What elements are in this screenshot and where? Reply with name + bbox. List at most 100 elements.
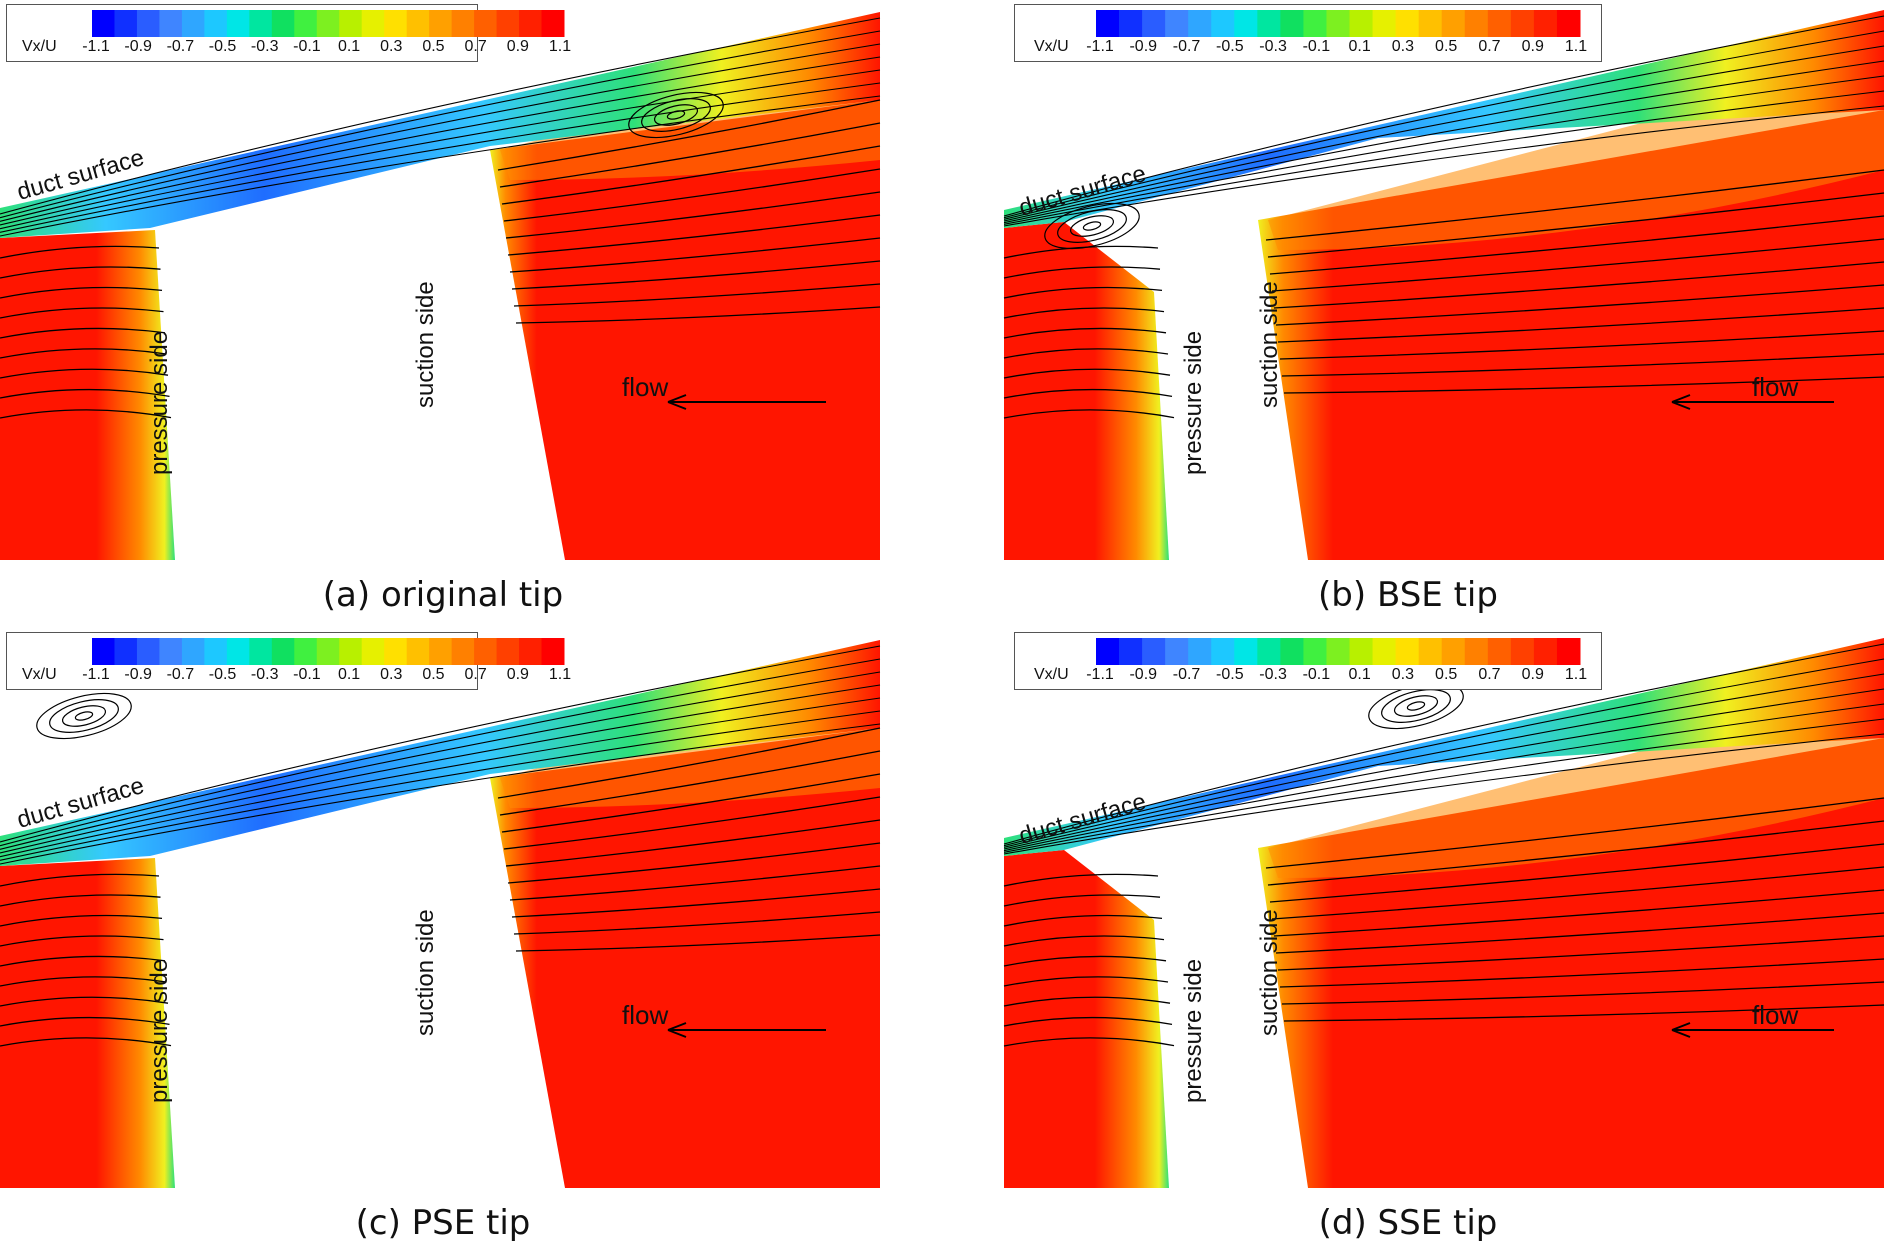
colorbar-swatch [474, 10, 498, 37]
colorbar-tick-label: -0.5 [1216, 666, 1244, 683]
colorbar-tick-label: 1.1 [1564, 666, 1588, 683]
streamline [1003, 60, 1885, 222]
contour-field-a [0, 12, 881, 560]
colorbar-swatch [1487, 638, 1512, 665]
streamline [0, 95, 881, 237]
streamline [1275, 912, 1885, 954]
streamline [501, 145, 881, 205]
colorbar-swatch [1441, 638, 1466, 665]
pressure-side-region [0, 230, 175, 560]
colorbar-tick-label: -0.1 [1302, 38, 1331, 55]
colorbar-tick-label: 0.3 [380, 666, 403, 683]
colorbar-tick-label: 0.5 [1435, 666, 1458, 683]
streamline [499, 750, 881, 816]
streamline [1271, 238, 1885, 292]
colorbar-tick-label: -0.1 [293, 666, 321, 683]
flow-arrow-head [1671, 1022, 1691, 1038]
colorbar-tick-label: -0.9 [1129, 38, 1158, 55]
streamline [1281, 353, 1885, 377]
colorbar-tick-label: 0.7 [1478, 38, 1501, 55]
colorbar-tick-label: -1.1 [82, 38, 110, 55]
colorbar-swatch [406, 10, 430, 37]
streamline [1003, 733, 1885, 855]
colorbar-tick-label: 0.7 [1478, 666, 1501, 683]
panel-caption: (a) original tip [322, 575, 564, 615]
streamline [1267, 820, 1885, 886]
colorbar-swatch [519, 638, 543, 665]
colorbar-swatch [1257, 638, 1281, 665]
colorbar-swatch [451, 10, 475, 37]
streamline [497, 727, 881, 799]
streamline [515, 934, 881, 952]
streamline [497, 99, 881, 171]
colorbar-swatch [361, 638, 385, 665]
colorbar-swatch [496, 638, 520, 665]
vortex-ring [1381, 689, 1451, 723]
streamline [0, 307, 164, 319]
suction-side-label: suction side [412, 281, 439, 408]
panel-caption: (c) PSE tip [355, 1203, 531, 1243]
vortex-ring [641, 98, 711, 132]
colorbar-swatch [1142, 638, 1166, 665]
vortex-ring [1044, 202, 1140, 250]
streamline [511, 260, 881, 290]
colorbar-swatch [429, 10, 453, 37]
colorbar-swatch [136, 10, 160, 37]
colorbar-tick-label: -0.3 [250, 38, 279, 55]
suction-side-label: suction side [1256, 281, 1283, 408]
streamline [1003, 368, 1171, 379]
colorbar-swatch [1211, 10, 1235, 37]
colorbar-tick-label: 0.3 [380, 38, 403, 55]
streamline [0, 914, 163, 927]
streamline [515, 306, 881, 324]
colorbar-swatch [1096, 638, 1120, 665]
streamline [1003, 286, 1163, 299]
streamline [1003, 307, 1165, 319]
streamline [0, 368, 169, 379]
colorbar-c [92, 638, 565, 665]
streamline [1271, 866, 1885, 920]
colorbar-swatch [496, 10, 520, 37]
streamline [1003, 673, 1885, 848]
colorbar-swatch [1234, 10, 1258, 37]
colorbar-swatch [1326, 638, 1351, 665]
streamline [0, 388, 170, 399]
colorbar-swatch [1280, 638, 1304, 665]
colorbar-swatch [1533, 10, 1558, 37]
streamline [1003, 266, 1161, 279]
streamline [1273, 889, 1885, 937]
colorbar-swatch [1303, 10, 1327, 37]
colorbar-swatch [1188, 10, 1212, 37]
colorbar-tick-label: -0.1 [293, 38, 321, 55]
colorbar-swatch [159, 10, 183, 37]
streamline [1277, 307, 1885, 343]
colorbar-tick-label: 0.1 [1348, 666, 1371, 683]
colorbar-tick-label: -0.7 [166, 38, 195, 55]
vortex-ring [628, 91, 724, 139]
colorbar-tick-label: -0.9 [1129, 666, 1158, 683]
colorbar-tick-label: -0.3 [250, 666, 279, 683]
streamline [1003, 658, 1885, 847]
vortex-ring [1393, 695, 1439, 717]
colorbar-tick-label: -0.9 [124, 38, 152, 55]
colorbar-swatch [1119, 10, 1143, 37]
streamline [1283, 376, 1885, 394]
streamline [499, 122, 881, 188]
streamline [0, 17, 881, 215]
colorbar-tick-label: -0.9 [124, 666, 152, 683]
pressure-side-label: pressure side [146, 330, 173, 475]
panel-b: Vx/U -1.1 -0.9 -0.7 -0.5 -0.3 -0.1 0.1 0.3 0.5 0.… [1003, 0, 1885, 615]
colorbar-swatch [541, 10, 565, 37]
streamline [1003, 894, 1161, 907]
streamline [1003, 15, 1885, 217]
streamline [1003, 327, 1167, 339]
colorbar-swatch [294, 10, 318, 37]
colorbar-swatch [429, 638, 453, 665]
streamline [501, 773, 881, 833]
colorbar-tick-label: -0.7 [1172, 38, 1201, 55]
streamline [503, 796, 881, 850]
colorbar-swatch [1487, 10, 1512, 37]
colorbar-tick-label: -0.7 [166, 666, 195, 683]
colorbar-tick-label: 1.1 [548, 666, 572, 683]
colorbar-swatch [1533, 638, 1558, 665]
